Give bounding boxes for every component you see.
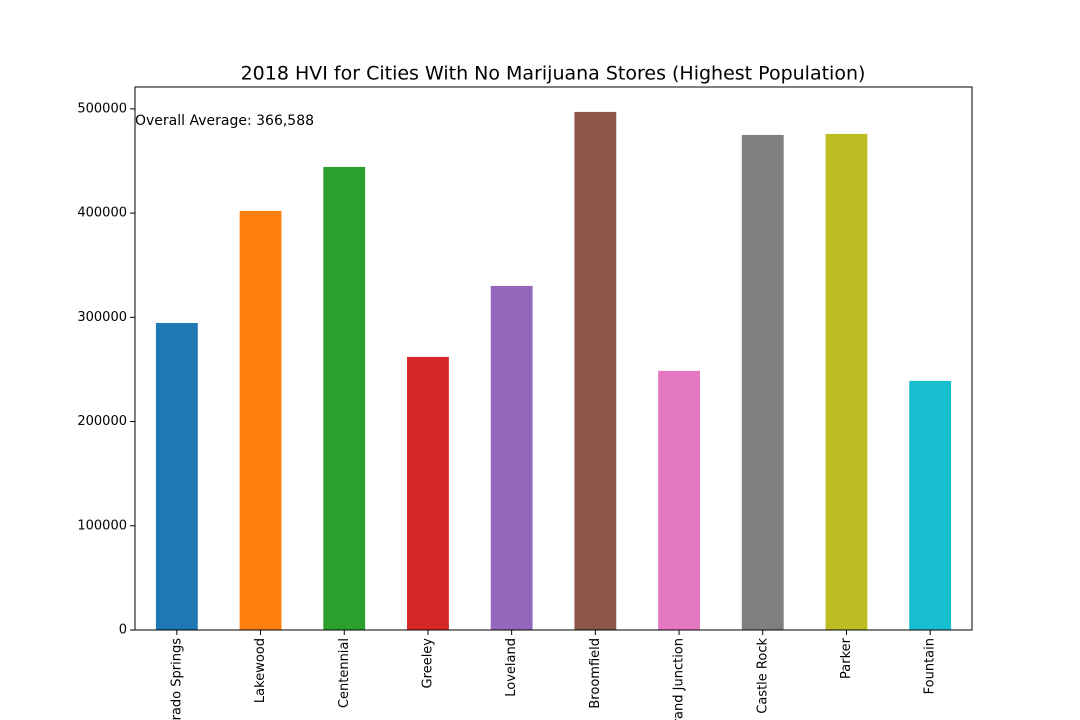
bar	[574, 111, 617, 631]
y-tick-label: 400000	[77, 206, 127, 221]
x-tick-label: Centennial	[337, 638, 352, 708]
chart-title: 2018 HVI for Cities With No Marijuana St…	[241, 63, 866, 85]
plot-frame	[134, 86, 973, 631]
bar	[239, 210, 282, 631]
x-tick-label: Grand Junction	[672, 638, 687, 720]
y-tick-label: 200000	[77, 414, 127, 429]
annotation: Overall Average: 366,588	[135, 113, 314, 129]
x-tick-label: Lakewood	[253, 638, 268, 703]
bar	[741, 134, 784, 630]
y-tick-label: 300000	[77, 310, 127, 325]
y-tick-label: 500000	[77, 101, 127, 116]
x-tick-label: Loveland	[504, 638, 519, 697]
bar	[909, 380, 952, 630]
bar	[155, 322, 198, 630]
x-tick-label: Colorado Springs	[169, 638, 184, 720]
x-tick-label: Broomfield	[588, 638, 603, 709]
bar	[490, 285, 533, 630]
bar	[658, 370, 700, 630]
bar	[407, 356, 449, 630]
x-tick-label: Greeley	[420, 638, 435, 689]
bar	[323, 166, 366, 630]
y-tick-label: 0	[119, 623, 127, 638]
x-tick-label: Castle Rock	[755, 638, 770, 714]
bar	[825, 133, 868, 630]
y-tick-label: 100000	[77, 518, 127, 533]
x-tick-label: Parker	[839, 637, 854, 679]
x-tick-label: Fountain	[923, 638, 938, 694]
